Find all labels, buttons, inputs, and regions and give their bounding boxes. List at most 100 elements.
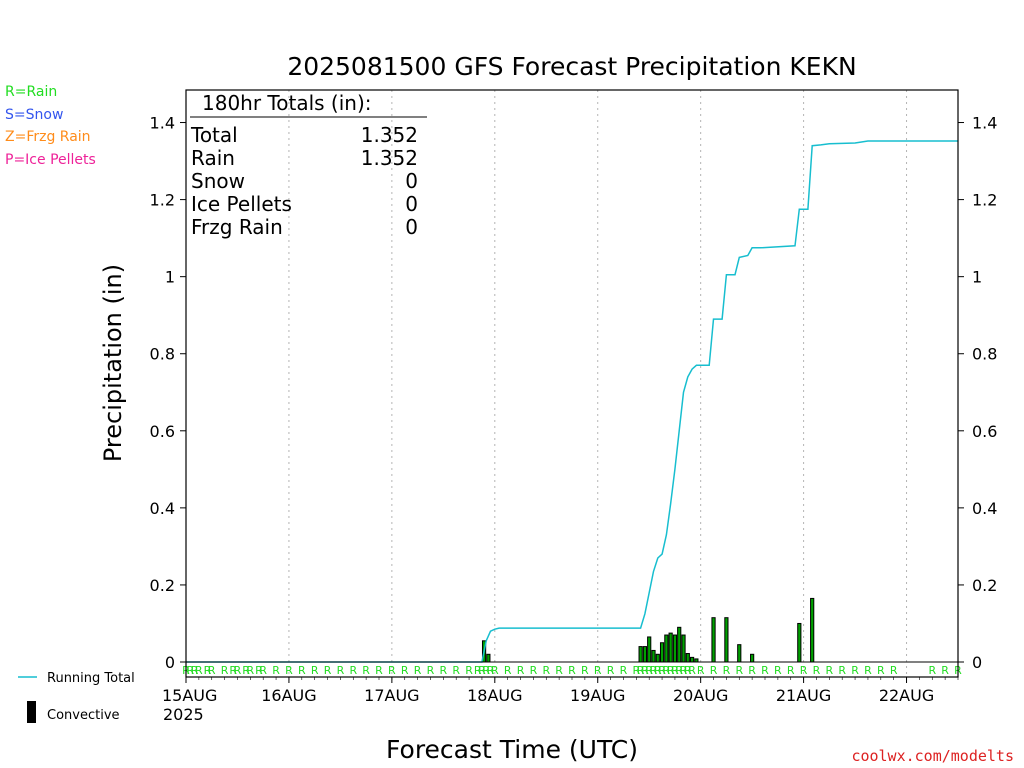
ptype-marker-rain: R — [452, 664, 460, 677]
ptype-marker-rain: R — [427, 664, 435, 677]
ptype-marker-rain: R — [255, 664, 263, 677]
ptype-marker-rain: R — [671, 664, 679, 677]
totals-row-label: Frzg Rain — [191, 215, 283, 239]
ptype-marker-rain: R — [890, 664, 898, 677]
precip-bar — [685, 653, 690, 663]
totals-row-value: 1.352 — [361, 123, 418, 147]
ptype-marker-rain: R — [474, 664, 482, 677]
y-tick-label: 0.4 — [972, 499, 997, 518]
ptype-marker-rain: R — [581, 664, 589, 677]
ptype-marker-rain: R — [234, 664, 242, 677]
ptype-marker-rain: R — [826, 664, 834, 677]
ptype-marker-rain: R — [675, 664, 683, 677]
ptype-marker-rain: R — [697, 664, 705, 677]
ptype-marker-rain: R — [680, 664, 688, 677]
ptype-marker-rain: R — [285, 664, 293, 677]
precip-bar — [724, 617, 729, 663]
totals-row-value: 0 — [405, 169, 418, 193]
ptype-marker-rain: R — [684, 664, 692, 677]
ptype-marker-rain: R — [851, 664, 859, 677]
precip-bar — [638, 646, 643, 663]
precip-bar — [737, 644, 742, 663]
ptype-marker-rain: R — [242, 664, 250, 677]
ptype-marker-rain: R — [658, 664, 666, 677]
x-year-label: 2025 — [163, 705, 204, 724]
ptype-marker-rain: R — [482, 664, 490, 677]
totals-row-value: 0 — [405, 192, 418, 216]
totals-row-label: Total — [190, 123, 238, 147]
convective-legend-swatch — [27, 701, 36, 723]
precip-bar — [486, 653, 491, 663]
precip-bar — [750, 653, 755, 663]
ptype-marker-rain: R — [259, 664, 267, 677]
ptype-marker-rain: R — [748, 664, 756, 677]
ptype-marker-rain: R — [221, 664, 229, 677]
ptype-marker-rain: R — [186, 664, 194, 677]
totals-header: 180hr Totals (in): — [202, 91, 372, 115]
ptype-marker-rain: R — [607, 664, 615, 677]
ptype-marker-rain: R — [229, 664, 237, 677]
precip-bar — [689, 656, 695, 663]
x-tick-label: 15AUG — [162, 686, 217, 705]
totals-row-value: 1.352 — [361, 146, 418, 170]
ptype-marker-rain: R — [620, 664, 628, 677]
x-tick-label: 18AUG — [467, 686, 522, 705]
ptype-marker-rain: R — [337, 664, 345, 677]
ptype-marker-rain: R — [650, 664, 658, 677]
precip-bar — [651, 649, 656, 663]
ptype-marker-rain: R — [761, 664, 769, 677]
y-tick-label: 0.2 — [972, 576, 997, 595]
y-tick-label: 0.4 — [150, 499, 175, 518]
ptype-marker-rain: R — [941, 664, 949, 677]
ptype-marker-rain: R — [530, 664, 538, 677]
totals-row-value: 0 — [405, 215, 418, 239]
precip-bar — [797, 622, 802, 663]
precip-bar — [659, 642, 665, 663]
y-tick-label: 0.2 — [150, 576, 175, 595]
legend-ice-pellets-key: P=Ice Pellets — [5, 152, 96, 168]
ptype-marker-rain: R — [735, 664, 743, 677]
ptype-marker-rain: R — [204, 664, 212, 677]
totals-row-label: Rain — [191, 146, 235, 170]
ptype-marker-rain: R — [478, 664, 486, 677]
ptype-marker-rain: R — [349, 664, 357, 677]
ptype-marker-rain: R — [465, 664, 473, 677]
convective-legend-label: Convective — [47, 708, 120, 723]
y-tick-label: 1.2 — [150, 191, 175, 210]
precip-bar — [681, 634, 686, 663]
y-tick-label: 0.8 — [972, 345, 997, 364]
x-axis-label: Forecast Time (UTC) — [386, 735, 638, 764]
precip-bar — [711, 617, 716, 663]
ptype-marker-rain: R — [877, 664, 885, 677]
ptype-marker-rain: R — [813, 664, 821, 677]
ptype-marker-rain: R — [362, 664, 370, 677]
ptype-marker-rain: R — [195, 664, 203, 677]
x-tick-label: 19AUG — [570, 686, 625, 705]
precip-bar — [664, 634, 669, 663]
x-tick-label: 17AUG — [364, 686, 419, 705]
precip-bar — [677, 626, 682, 663]
legend-snow-key: S=Snow — [5, 107, 63, 123]
ptype-marker-rain: R — [504, 664, 512, 677]
y-axis-label: Precipitation (in) — [99, 264, 127, 462]
ptype-marker-rain: R — [663, 664, 671, 677]
chart-title: 2025081500 GFS Forecast Precipitation KE… — [287, 52, 856, 81]
ptype-marker-rain: R — [838, 664, 846, 677]
x-tick-label: 22AUG — [879, 686, 934, 705]
ptype-marker-rain: R — [247, 664, 255, 677]
ptype-marker-rain: R — [645, 664, 653, 677]
ptype-marker-rain: R — [641, 664, 649, 677]
ptype-marker-rain: R — [311, 664, 319, 677]
ptype-marker-rain: R — [375, 664, 383, 677]
ptype-marker-rain: R — [688, 664, 696, 677]
ptype-marker-rain: R — [388, 664, 396, 677]
x-tick-label: 16AUG — [261, 686, 316, 705]
running-total-line — [186, 140, 958, 663]
ptype-marker-rain: R — [542, 664, 550, 677]
ptype-marker-rain: R — [594, 664, 602, 677]
ptype-marker-rain: R — [800, 664, 808, 677]
ptype-marker-rain: R — [191, 664, 199, 677]
precip-bar — [810, 597, 815, 663]
ptype-marker-rain: R — [440, 664, 448, 677]
